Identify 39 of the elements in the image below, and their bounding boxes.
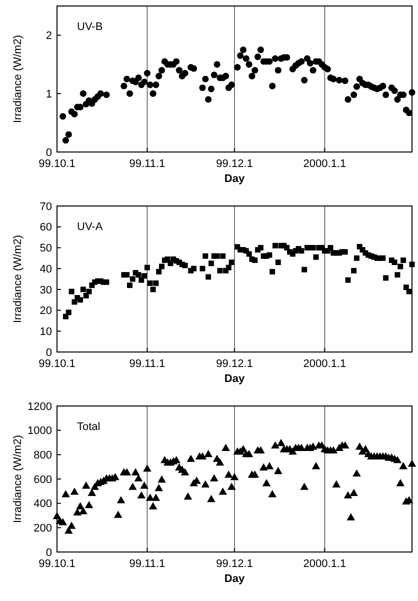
y-axis-title: Irradiance (W/m2) (12, 234, 24, 324)
y-tick-label: 0 (46, 346, 52, 359)
text: UV-B (77, 21, 103, 33)
x-tick-label: 99.11.1 (129, 358, 166, 370)
y-tick-label: 400 (34, 498, 52, 510)
x-tick-label: 99.10.1 (38, 158, 76, 170)
y-tick-label: 1200 (28, 400, 52, 413)
text: UV-A (77, 221, 104, 233)
y-tick-label: 600 (34, 474, 52, 486)
x-tick-label: 2000.1.1 (303, 158, 346, 170)
x-tick-label: 2000.1.1 (303, 558, 346, 570)
y-tick-label: 40 (40, 263, 52, 276)
y-tick-label: 0 (46, 146, 52, 159)
x-tick-label: 99.11.1 (129, 158, 166, 170)
x-tick-label: 99.10.1 (38, 358, 76, 370)
y-axis-title: Irradiance (W/m2) (12, 34, 24, 124)
x-axis-title: Day (224, 173, 246, 185)
y-tick-label: 20 (40, 305, 52, 318)
y-tick-label: 30 (40, 284, 52, 296)
y-tick-label: 200 (34, 522, 52, 535)
text: Total (77, 421, 100, 433)
x-tick-label: 99.11.1 (129, 558, 166, 570)
y-tick-label: 1 (46, 88, 52, 100)
y-tick-label: 0 (46, 546, 52, 559)
y-tick-label: 70 (40, 200, 52, 213)
y-tick-label: 800 (34, 450, 52, 462)
x-tick-label: 99.12.1 (216, 158, 253, 170)
y-tick-label: 60 (40, 222, 52, 234)
x-tick-label: 99.12.1 (216, 358, 253, 370)
y-tick-label: 1000 (28, 425, 52, 438)
x-tick-label: 99.12.1 (216, 558, 253, 570)
x-tick-label: 99.10.1 (38, 558, 76, 570)
y-tick-label: 2 (46, 30, 52, 42)
x-axis-title: Day (224, 373, 246, 385)
y-tick-label: 50 (40, 242, 52, 255)
x-axis-title: Day (224, 573, 246, 585)
y-axis-title: Irradiance (W/m2) (12, 434, 24, 524)
y-tick-label: 10 (40, 326, 52, 338)
x-tick-label: 2000.1.1 (303, 358, 346, 370)
